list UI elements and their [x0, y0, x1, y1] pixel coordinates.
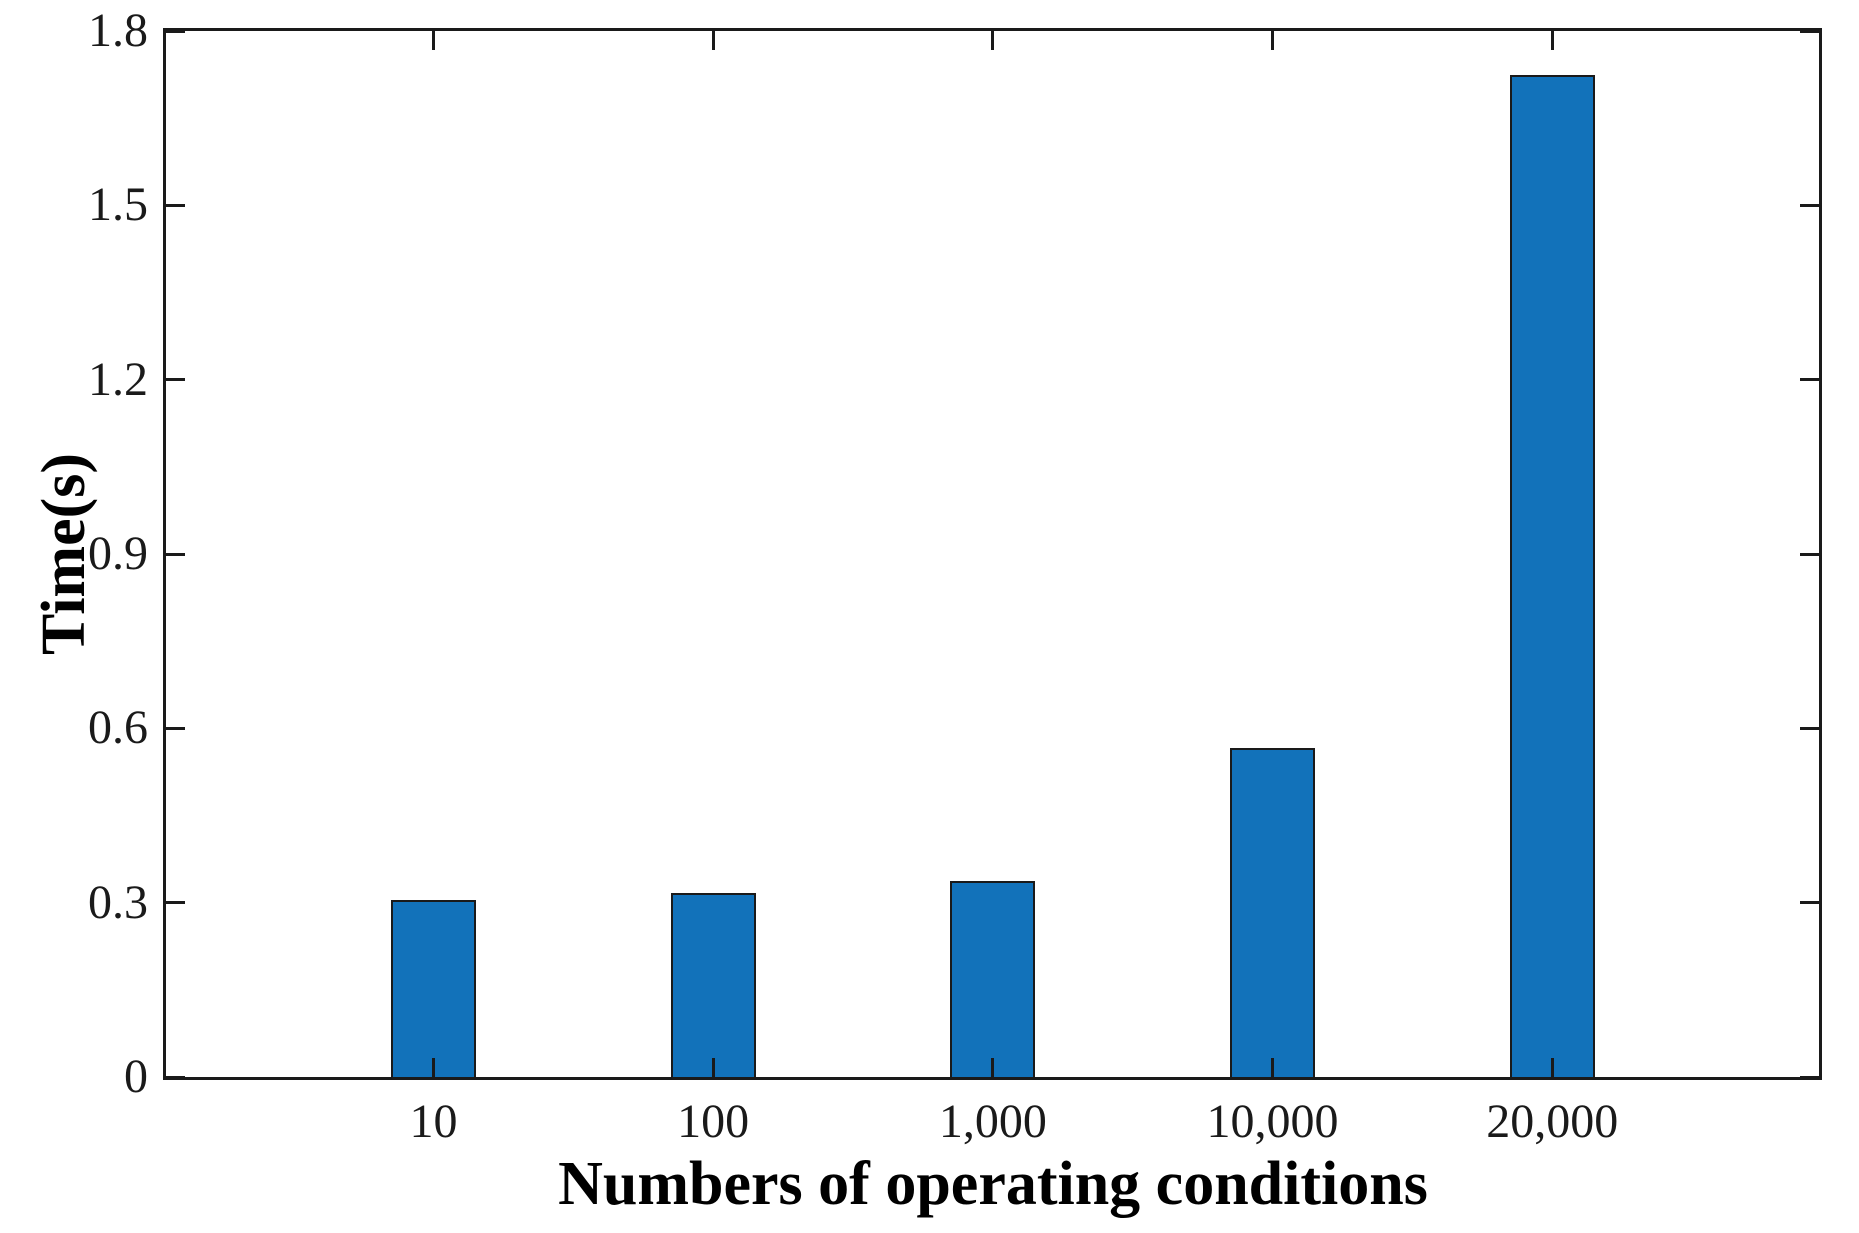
y-tick-label: 1.8	[88, 4, 148, 57]
y-tick-left	[166, 378, 185, 382]
x-tick-label: 1,000	[938, 1095, 1047, 1148]
x-tick-label: 10,000	[1206, 1095, 1339, 1148]
y-tick-label: 0.3	[88, 875, 148, 929]
y-tick-left	[166, 901, 185, 905]
x-tick-bottom	[991, 1058, 995, 1077]
x-tick-label: 100	[677, 1095, 750, 1148]
y-tick-right	[1800, 378, 1819, 382]
y-tick-label: 1.2	[88, 352, 148, 406]
x-tick-top	[711, 31, 715, 50]
x-tick-top	[1271, 31, 1275, 50]
y-tick-left	[166, 29, 185, 33]
y-tick-right	[1800, 726, 1819, 730]
y-tick-right	[1800, 901, 1819, 905]
x-tick-label: 10	[409, 1095, 458, 1148]
y-tick-left	[166, 726, 185, 730]
y-tick-left	[166, 203, 185, 207]
x-tick-bottom	[1271, 1058, 1275, 1077]
y-tick-left	[166, 1075, 185, 1079]
y-tick-label: 0.9	[88, 527, 148, 580]
x-tick-bottom	[431, 1058, 435, 1077]
bar-10	[390, 899, 476, 1077]
plot-area	[163, 28, 1822, 1080]
bar-1000	[950, 881, 1036, 1077]
x-tick-bottom	[711, 1058, 715, 1077]
x-tick-label: 20,000	[1486, 1095, 1619, 1148]
x-tick-top	[431, 31, 435, 50]
x-tick-top	[1550, 31, 1554, 50]
bar-10000	[1230, 747, 1316, 1077]
x-tick-bottom	[1550, 1058, 1554, 1077]
y-tick-right	[1800, 203, 1819, 207]
y-tick-label: 0.6	[88, 701, 148, 755]
x-axis-label: Numbers of operating conditions	[558, 1150, 1428, 1218]
bar-100	[670, 893, 756, 1077]
x-tick-top	[991, 31, 995, 50]
y-tick-label: 0	[124, 1050, 148, 1103]
y-tick-right	[1800, 29, 1819, 33]
bar-20000	[1509, 75, 1595, 1077]
data-region	[166, 29, 1819, 1079]
y-tick-right	[1800, 552, 1819, 556]
y-tick-left	[166, 552, 185, 556]
y-tick-label: 1.5	[88, 178, 148, 232]
y-tick-right	[1800, 1075, 1819, 1079]
